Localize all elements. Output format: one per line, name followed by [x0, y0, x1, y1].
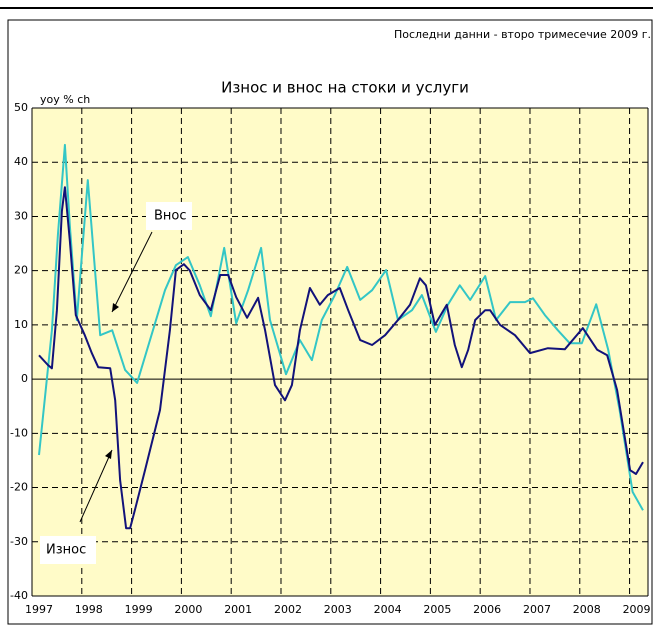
y-tick-label: -20	[10, 481, 28, 494]
x-tick-label: 1997	[25, 603, 53, 616]
y-tick-label: 50	[14, 101, 28, 114]
plot-area	[32, 108, 648, 596]
x-tick-label: 2006	[473, 603, 501, 616]
y-tick-label: 40	[14, 155, 28, 168]
x-tick-label: 2009	[623, 603, 651, 616]
x-tick-label: 1998	[75, 603, 103, 616]
y-tick-label: -10	[10, 426, 28, 439]
annotation-arrowhead	[112, 303, 119, 312]
annotation-arrowhead	[105, 450, 112, 459]
y-tick-label: 20	[14, 264, 28, 277]
x-tick-label: 2007	[523, 603, 551, 616]
annotation: Внос	[154, 209, 187, 224]
y-tick-label: 0	[21, 372, 28, 385]
x-tick-label: 2005	[423, 603, 451, 616]
annotation-box	[146, 202, 192, 230]
x-tick-label: 2003	[324, 603, 352, 616]
x-tick-label: 2004	[374, 603, 402, 616]
x-tick-label: 2008	[573, 603, 601, 616]
annotation-arrow	[79, 449, 113, 523]
x-tick-label: 1999	[125, 603, 153, 616]
x-tick-label: 2000	[174, 603, 202, 616]
y-tick-label: -40	[10, 589, 28, 602]
annotation-box	[40, 536, 96, 564]
subtitle: Последни данни - второ тримесечие 2009 г…	[394, 28, 651, 41]
series-line	[38, 186, 644, 530]
annotation-arrow	[111, 231, 153, 313]
x-tick-label: 2001	[224, 603, 252, 616]
series-line	[38, 143, 644, 511]
y-tick-label: 30	[14, 209, 28, 222]
x-tick-label: 2002	[274, 603, 302, 616]
annotation: Износ	[46, 543, 86, 558]
y-axis-label: yoy % ch	[40, 93, 90, 106]
y-tick-label: 10	[14, 318, 28, 331]
chart-title: Износ и внос на стоки и услуги	[221, 79, 469, 97]
y-tick-label: -30	[10, 535, 28, 548]
